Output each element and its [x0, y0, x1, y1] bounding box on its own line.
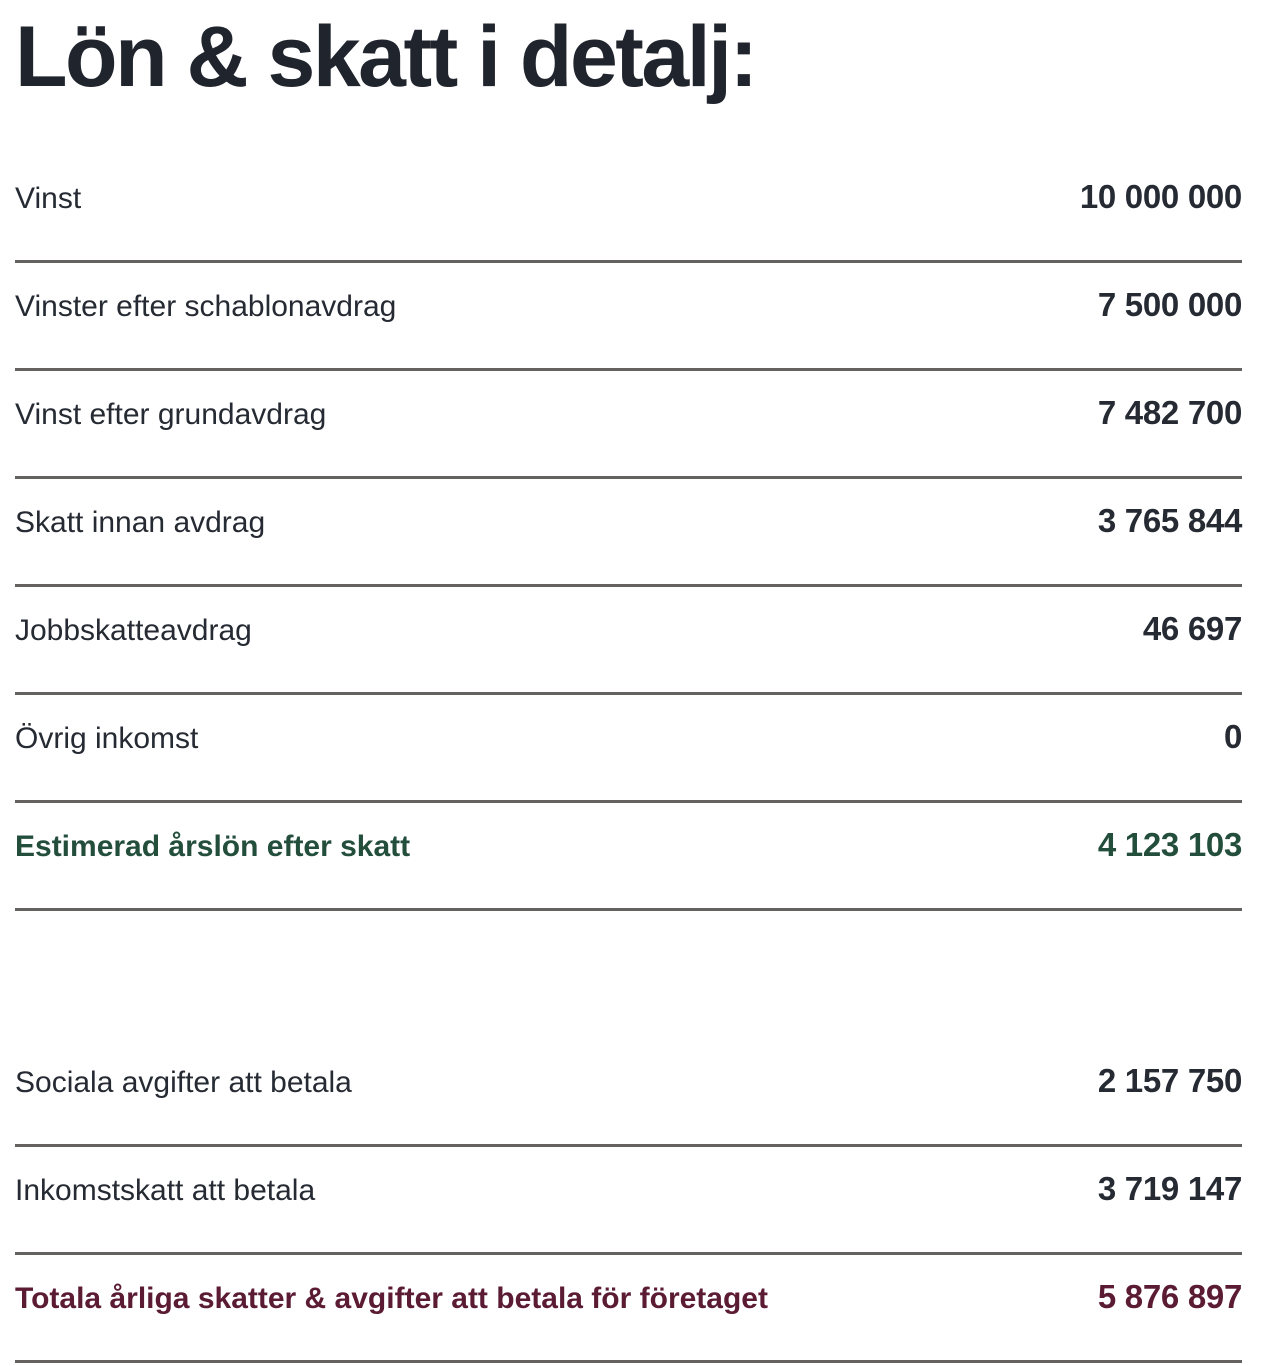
row-value: 4 123 103: [1097, 825, 1242, 863]
row-label: Vinster efter schablonavdrag: [15, 289, 397, 323]
row-label: Övrig inkomst: [15, 721, 199, 755]
table-row-sociala-avgifter-att-betala: Sociala avgifter att betala 2 157 750: [15, 1039, 1242, 1147]
row-value: 7 482 700: [1097, 393, 1242, 431]
row-label: Vinst efter grundavdrag: [15, 397, 327, 431]
table-row-skatt-innan-avdrag: Skatt innan avdrag 3 765 844: [15, 479, 1242, 587]
row-label: Totala årliga skatter & avgifter att bet…: [15, 1281, 768, 1315]
table-row-inkomstskatt-att-betala: Inkomstskatt att betala 3 719 147: [15, 1147, 1242, 1255]
table-row-vinst-efter-grundavdrag: Vinst efter grundavdrag 7 482 700: [15, 371, 1242, 479]
table-row-vinst: Vinst 10 000 000: [15, 155, 1242, 263]
row-value: 0: [1223, 717, 1242, 755]
table-row-totala-arliga-skatter: Totala årliga skatter & avgifter att bet…: [15, 1255, 1242, 1363]
table-row-estimerad-arslon-efter-skatt: Estimerad årslön efter skatt 4 123 103: [15, 803, 1242, 911]
row-value: 3 765 844: [1097, 501, 1242, 539]
row-label: Sociala avgifter att betala: [15, 1065, 352, 1099]
row-value: 7 500 000: [1097, 285, 1242, 323]
section-gap: [15, 911, 1242, 1039]
row-value: 10 000 000: [1079, 177, 1242, 215]
row-value: 46 697: [1142, 609, 1242, 647]
row-label: Skatt innan avdrag: [15, 505, 266, 539]
row-value: 2 157 750: [1097, 1061, 1242, 1099]
row-label: Jobbskatteavdrag: [15, 613, 252, 647]
table-row-vinster-efter-schablonavdrag: Vinster efter schablonavdrag 7 500 000: [15, 263, 1242, 371]
table-row-ovrig-inkomst: Övrig inkomst 0: [15, 695, 1242, 803]
table-row-jobbskatteavdrag: Jobbskatteavdrag 46 697: [15, 587, 1242, 695]
row-label: Estimerad årslön efter skatt: [15, 829, 411, 863]
row-label: Inkomstskatt att betala: [15, 1173, 316, 1207]
row-label: Vinst: [15, 181, 82, 215]
row-value: 3 719 147: [1097, 1169, 1242, 1207]
row-value: 5 876 897: [1097, 1277, 1242, 1315]
page-title: Lön & skatt i detalj:: [15, 9, 758, 105]
salary-tax-table: Vinst 10 000 000 Vinster efter schablona…: [15, 155, 1242, 1363]
